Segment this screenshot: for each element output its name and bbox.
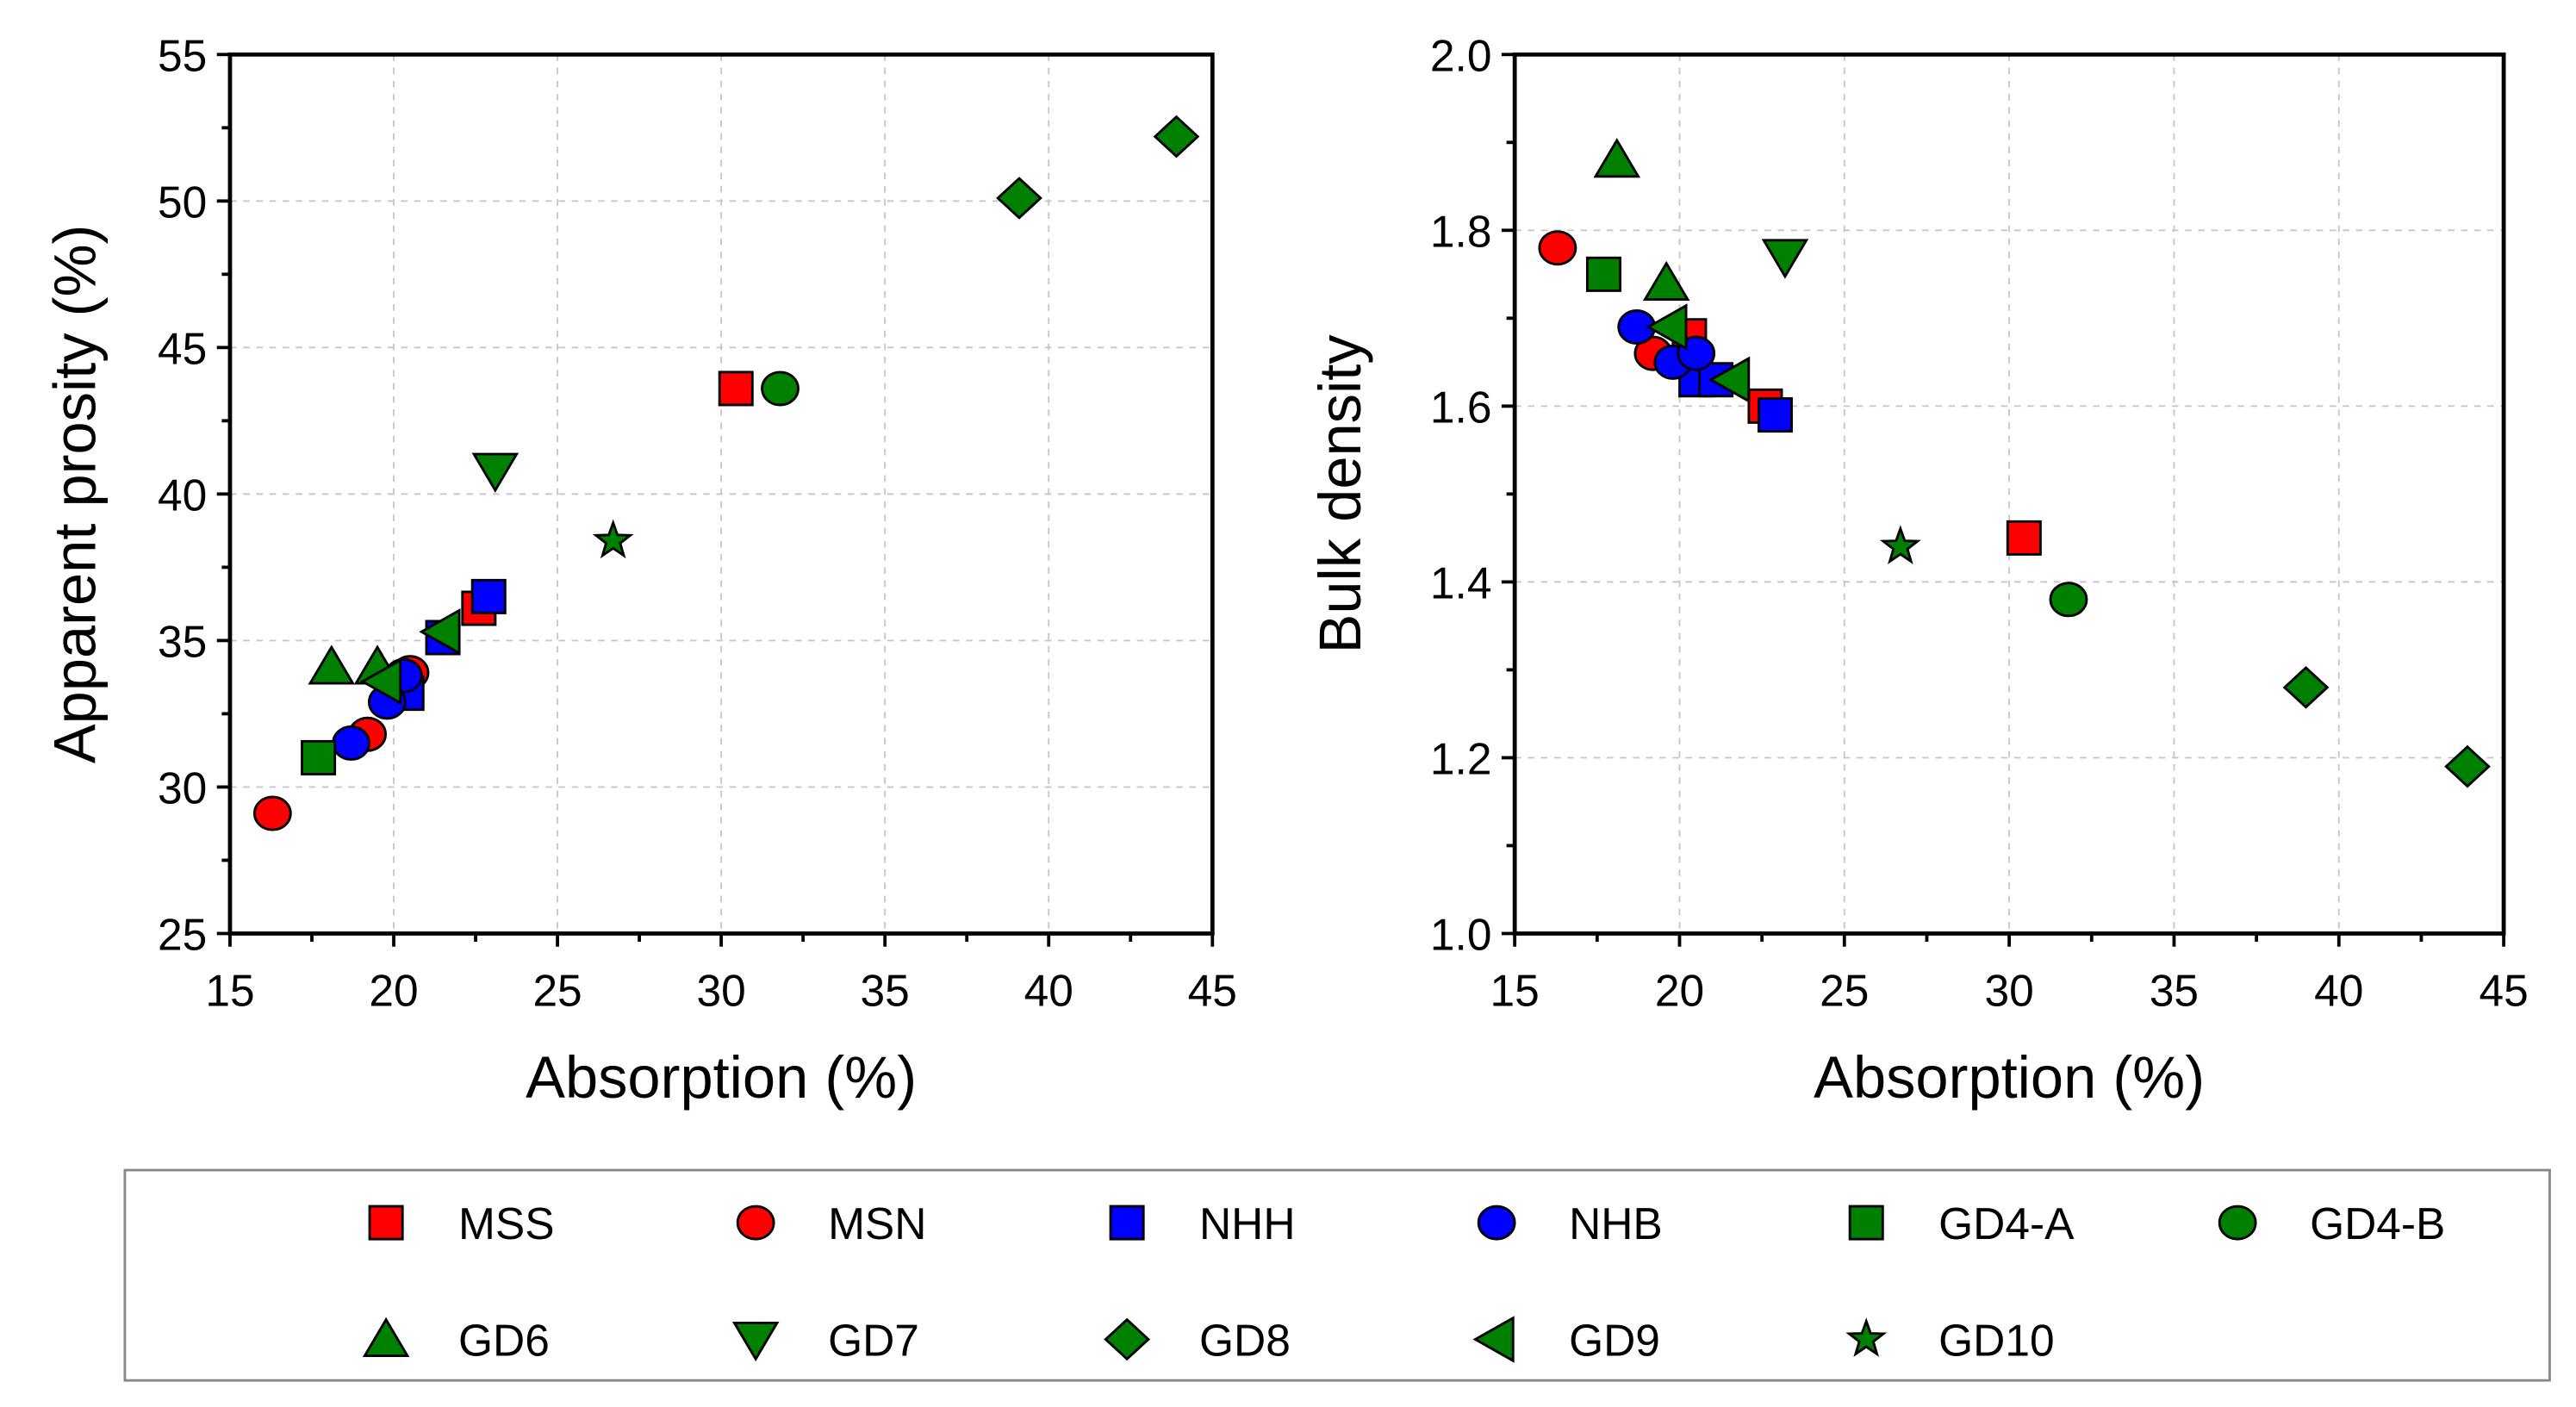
legend-marker-square <box>1848 1205 1884 1241</box>
x-tick-label: 30 <box>696 965 745 1015</box>
legend-marker-circle <box>2218 1205 2257 1241</box>
data-point-gd4-a <box>301 739 337 775</box>
legend-label: GD9 <box>1569 1316 1660 1366</box>
data-point-gd10 <box>592 519 634 559</box>
legend-item-gd6: GD6 <box>362 1316 550 1366</box>
y-tick-label: 1.6 <box>1430 382 1492 432</box>
data-point-gd8 <box>1153 115 1200 159</box>
x-tick-label: 35 <box>861 965 910 1015</box>
legend-label: GD4-A <box>1938 1198 2075 1248</box>
x-tick-label: 15 <box>1490 965 1540 1015</box>
y-tick-label: 40 <box>158 470 207 520</box>
legend-label: GD10 <box>1938 1316 2054 1366</box>
x-tick-label: 15 <box>205 965 254 1015</box>
y-tick-label: 25 <box>158 910 207 960</box>
data-point-gd9 <box>359 657 402 706</box>
legend-item-gd7: GD7 <box>731 1316 919 1366</box>
legend-marker-circle <box>1477 1205 1516 1241</box>
legend-label: MSS <box>458 1198 555 1248</box>
legend-item-mss: MSS <box>368 1198 555 1248</box>
legend-marker-star <box>1845 1317 1888 1357</box>
y-tick-label: 35 <box>158 616 207 666</box>
data-point-gd9 <box>1708 356 1751 403</box>
data-point-gd6 <box>308 644 356 685</box>
y-axis-label: Bulk density <box>1307 334 1373 654</box>
x-tick-label: 45 <box>1188 965 1237 1015</box>
y-tick-label: 2.0 <box>1430 30 1492 80</box>
data-point-gd4-b <box>761 370 800 407</box>
x-tick-label: 25 <box>1820 965 1869 1015</box>
x-tick-label: 35 <box>2150 965 2199 1015</box>
data-point-nhh <box>1757 397 1793 433</box>
legend-item-msn: MSN <box>736 1198 926 1248</box>
data-point-gd4-b <box>2049 582 2088 618</box>
y-tick-label: 55 <box>158 30 207 80</box>
data-point-gd7 <box>471 452 520 493</box>
y-tick-label: 1.0 <box>1430 910 1492 960</box>
legend-marker-triangle-left <box>1472 1316 1515 1363</box>
y-axis-label: Apparent prosity (%) <box>42 225 109 764</box>
y-tick-label: 30 <box>158 763 207 813</box>
legend-item-gd4-a: GD4-A <box>1848 1198 2075 1248</box>
x-tick-label: 40 <box>1024 965 1073 1015</box>
data-point-gd9 <box>419 607 461 656</box>
data-point-mss <box>718 370 754 407</box>
legend-item-gd9: GD9 <box>1472 1316 1660 1366</box>
legend-marker-triangle-up <box>362 1317 410 1357</box>
data-point-nhb <box>332 725 371 761</box>
legend-marker-diamond <box>1104 1317 1151 1361</box>
y-tick-label: 45 <box>158 323 207 373</box>
legend-marker-triangle-down <box>731 1321 780 1362</box>
bulk-density-plot: 15 20 25 30 35 40 45 1.0 1.2 1.4 1.6 1.8 2.0 Absorpti… <box>1307 30 2529 1111</box>
data-point-gd8 <box>2282 665 2330 709</box>
data-point-gd7 <box>1761 239 1809 279</box>
x-tick-label: 20 <box>1655 965 1704 1015</box>
legend-box <box>123 1168 2551 1382</box>
legend-label: NHH <box>1199 1198 1296 1248</box>
legend-label: MSN <box>828 1198 926 1248</box>
legend-label: GD6 <box>458 1316 550 1366</box>
x-tick-label: 25 <box>532 965 582 1015</box>
data-point-nhh <box>470 578 507 614</box>
legend-item-gd8: GD8 <box>1104 1316 1291 1366</box>
data-point-mss <box>2006 520 2042 556</box>
legend-marker-circle <box>736 1205 775 1241</box>
legend-label: GD4-B <box>2310 1198 2445 1248</box>
legend-item-gd4-b: GD4-B <box>2218 1198 2445 1248</box>
y-tick-label: 1.8 <box>1430 206 1492 256</box>
legend-item-nhb: NHB <box>1477 1198 1663 1248</box>
x-axis-label: Absorption (%) <box>1814 1044 2205 1111</box>
data-point-gd10 <box>1879 525 1921 564</box>
data-point-msn <box>1538 230 1577 266</box>
y-tick-label: 1.4 <box>1430 557 1492 607</box>
data-point-gd6 <box>1593 138 1641 178</box>
legend-item-gd10: GD10 <box>1845 1316 2055 1366</box>
legend-label: GD7 <box>828 1316 919 1366</box>
x-tick-label: 20 <box>369 965 418 1015</box>
porosity-plot: 15 20 25 30 35 40 45 25 30 35 40 45 50 55 Absorption (… <box>42 30 1237 1111</box>
data-point-gd8 <box>2444 744 2491 788</box>
legend: MSS MSN NHH NHB GD4-A GD4-B GD6 GD7 GD8 GD9 GD10 <box>123 1168 2551 1382</box>
legend-item-nhh: NHH <box>1109 1198 1296 1248</box>
data-point-gd9 <box>1646 303 1688 351</box>
data-point-gd6 <box>1642 260 1690 302</box>
x-tick-label: 30 <box>1984 965 2033 1015</box>
y-tick-label: 1.2 <box>1430 733 1492 783</box>
data-point-gd4-a <box>1585 256 1621 292</box>
data-point-msn <box>252 795 292 831</box>
legend-label: NHB <box>1569 1198 1663 1248</box>
legend-marker-square <box>1109 1205 1145 1241</box>
legend-marker-square <box>368 1205 404 1241</box>
y-tick-label: 50 <box>158 177 207 227</box>
data-point-gd8 <box>996 177 1042 220</box>
x-axis-label: Absorption (%) <box>526 1044 917 1111</box>
legend-label: GD8 <box>1199 1316 1291 1366</box>
x-tick-label: 40 <box>2314 965 2363 1015</box>
x-tick-label: 45 <box>2479 965 2528 1015</box>
